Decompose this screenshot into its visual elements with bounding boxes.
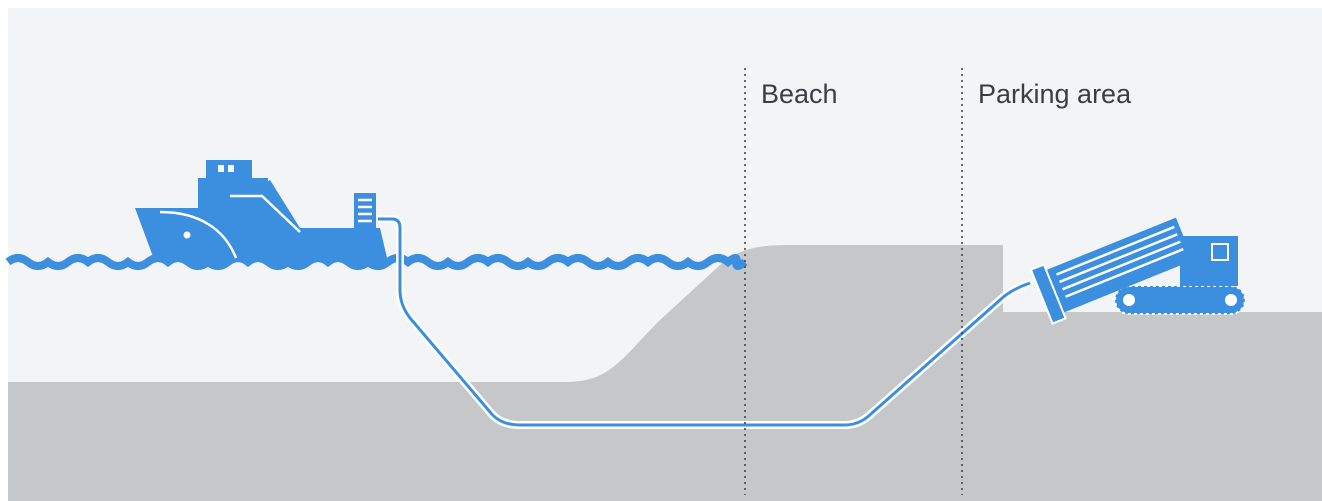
label: Beach <box>761 79 838 109</box>
boat-details <box>159 194 372 259</box>
drill-rig <box>1029 217 1246 325</box>
label: Parking area <box>978 79 1132 109</box>
pipe <box>378 217 1031 427</box>
boat-window <box>228 165 234 172</box>
boat-window <box>218 165 224 172</box>
boat <box>135 160 388 262</box>
boat-porthole <box>183 231 191 239</box>
